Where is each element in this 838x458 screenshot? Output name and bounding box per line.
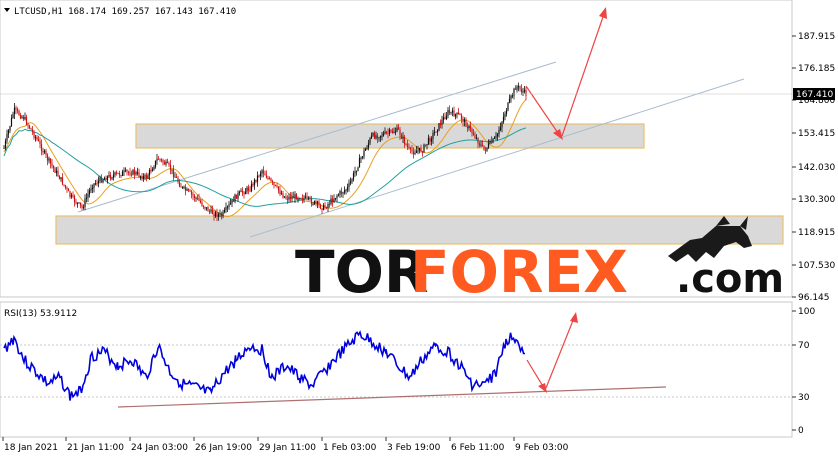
current-price-label: 167.410 (796, 90, 833, 100)
price-header: LTCUSD,H1 168.174 169.257 167.143 167.41… (14, 7, 236, 17)
forecast-arrows-rsi (526, 312, 578, 393)
rsi-tick-label: 100 (798, 307, 815, 317)
price-tick-label: 107.530 (798, 261, 835, 271)
forecast-arrows-price (525, 7, 607, 140)
price-tick-label: 153.415 (798, 129, 835, 139)
rsi-tick-label: 70 (798, 341, 810, 351)
price-tick-label: 187.915 (798, 32, 835, 42)
time-tick-label: 1 Feb 03:00 (323, 443, 377, 453)
rsi-trendline[interactable] (117, 386, 667, 408)
rsi-y-axis: 100 70 30 0 (792, 307, 815, 436)
current-price-marker: 167.410 (0, 88, 835, 100)
time-tick-label: 3 Feb 19:00 (387, 443, 441, 453)
price-tick-label: 142.030 (798, 163, 835, 173)
logo-text-com: .com (676, 256, 784, 302)
time-tick-label: 6 Feb 11:00 (451, 443, 505, 453)
time-tick-label: 24 Jan 03:00 (131, 443, 188, 453)
time-tick-label: 21 Jan 11:00 (67, 443, 124, 453)
rsi-header: RSI(13) 53.9112 (4, 309, 77, 319)
rsi-line (3, 330, 525, 401)
time-tick-label: 18 Jan 2021 (4, 443, 58, 453)
time-tick-label: 26 Jan 19:00 (195, 443, 252, 453)
time-axis: 18 Jan 2021 21 Jan 11:00 24 Jan 03:00 26 Ja… (2, 437, 569, 453)
price-tick-label: 176.185 (798, 64, 835, 74)
bull-icon (668, 226, 752, 262)
price-tick-label: 164.800 (798, 96, 835, 106)
price-tick-label: 96.145 (798, 293, 830, 303)
support-zone[interactable] (55, 215, 784, 245)
moving-averages (3, 99, 527, 217)
time-tick-label: 29 Jan 11:00 (259, 443, 316, 453)
channel-lower-line[interactable] (249, 78, 745, 238)
logo-text-forex: FOREX (410, 238, 628, 306)
price-candles (3, 82, 527, 222)
torforex-logo: TOR FOREX .com (295, 216, 784, 306)
rsi-tick-label: 30 (798, 393, 810, 403)
price-y-axis: 187.915 176.185 164.800 153.415 142.030 130.3… (792, 32, 835, 303)
price-tick-label: 130.300 (798, 195, 835, 205)
price-tick-label: 118.915 (798, 228, 835, 238)
rsi-panel[interactable] (0, 301, 793, 438)
logo-text-tor: TOR (295, 238, 429, 306)
collapse-triangle-icon[interactable] (4, 8, 10, 12)
resistance-zone[interactable] (135, 123, 645, 149)
rsi-tick-label: 0 (798, 426, 804, 436)
time-tick-label: 9 Feb 03:00 (515, 443, 569, 453)
